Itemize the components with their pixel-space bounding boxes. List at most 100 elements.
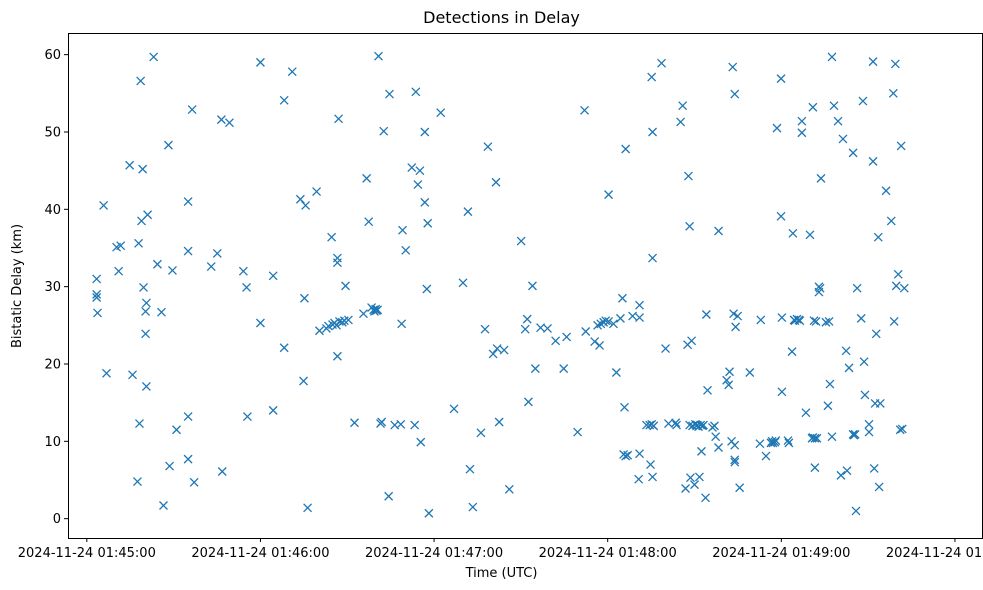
data-point (436, 108, 446, 118)
data-point (714, 226, 723, 236)
x-tick-label: 2024-11-24 01:50:00 (886, 546, 983, 561)
data-point (530, 364, 540, 374)
data-point (523, 397, 533, 407)
data-point (888, 88, 898, 98)
y-tick-label: 10 (44, 435, 61, 450)
y-axis-ticks: 0 10 20 30 40 50 60 (44, 48, 68, 527)
data-point (398, 225, 407, 235)
data-point (216, 115, 226, 125)
data-point (595, 340, 605, 350)
data-point (833, 116, 843, 126)
data-point (242, 282, 252, 292)
data-point (255, 57, 265, 67)
data-point (838, 134, 848, 144)
data-point (581, 327, 591, 336)
data-point (842, 466, 852, 476)
x-tick-label: 2024-11-24 01:46:00 (191, 546, 329, 561)
data-point (374, 51, 383, 61)
data-point (499, 345, 509, 355)
data-point (891, 281, 901, 291)
data-point (617, 293, 627, 303)
data-point (735, 483, 745, 493)
data-point (772, 123, 782, 133)
data-point (821, 317, 831, 327)
data-point (815, 283, 825, 293)
data-point (868, 57, 878, 67)
data-point (725, 367, 734, 377)
data-point (648, 127, 658, 137)
data-point (157, 307, 166, 317)
data-point (483, 142, 493, 152)
data-point (332, 320, 342, 330)
data-point (463, 207, 473, 217)
data-point (864, 419, 874, 429)
data-point (730, 457, 740, 467)
data-point (648, 253, 658, 263)
data-point (92, 293, 102, 302)
data-point (491, 177, 501, 187)
data-point (647, 72, 657, 82)
data-point (299, 376, 309, 386)
data-point (411, 87, 421, 97)
data-point (217, 467, 227, 476)
data-point (714, 443, 723, 452)
data-point (183, 454, 193, 464)
data-point (573, 427, 583, 437)
data-point (664, 419, 673, 429)
data-point (829, 101, 839, 111)
data-point (657, 58, 666, 68)
data-point (377, 417, 387, 427)
data-point (225, 118, 234, 128)
data-point (315, 326, 324, 336)
data-point (635, 300, 644, 310)
x-tick-label: 2024-11-24 01:48:00 (539, 546, 677, 561)
y-tick-label: 50 (44, 125, 61, 140)
data-point (634, 474, 644, 484)
data-point (611, 368, 621, 377)
data-point (836, 470, 846, 480)
data-point (476, 428, 486, 438)
data-point (183, 412, 193, 422)
data-point (420, 197, 430, 207)
data-point (710, 421, 719, 431)
data-points (92, 51, 909, 518)
data-point (733, 311, 743, 321)
data-point (301, 200, 311, 210)
data-point (516, 236, 526, 246)
y-tick-label: 20 (44, 357, 61, 372)
data-point (183, 246, 193, 256)
data-point (168, 265, 177, 275)
data-point (729, 309, 739, 319)
data-point (816, 173, 826, 183)
data-point (373, 305, 383, 315)
data-point (379, 126, 389, 136)
x-tick-label: 2024-11-24 01:47:00 (365, 546, 503, 561)
data-point (416, 437, 426, 447)
x-tick-label: 2024-11-24 01:45:00 (18, 546, 156, 561)
data-point (895, 425, 905, 435)
data-point (350, 418, 359, 428)
data-point (897, 424, 907, 434)
data-point (141, 381, 151, 391)
data-point (678, 101, 688, 111)
data-point (687, 336, 697, 346)
data-point (295, 194, 305, 204)
data-point (856, 313, 866, 323)
data-point (125, 160, 135, 170)
data-point (889, 317, 899, 326)
data-point (797, 128, 807, 138)
data-point (334, 114, 344, 124)
data-point (724, 380, 734, 390)
data-point (860, 390, 870, 400)
data-point (562, 332, 572, 342)
data-point (690, 480, 699, 490)
data-point (696, 446, 706, 456)
data-point (685, 221, 695, 231)
data-point (628, 311, 638, 321)
data-point (755, 439, 765, 449)
data-point (116, 241, 126, 251)
x-axis-ticks: 2024-11-24 01:45:00 2024-11-24 01:46:00 20… (18, 538, 983, 561)
data-point (808, 102, 818, 112)
data-point (341, 281, 350, 291)
